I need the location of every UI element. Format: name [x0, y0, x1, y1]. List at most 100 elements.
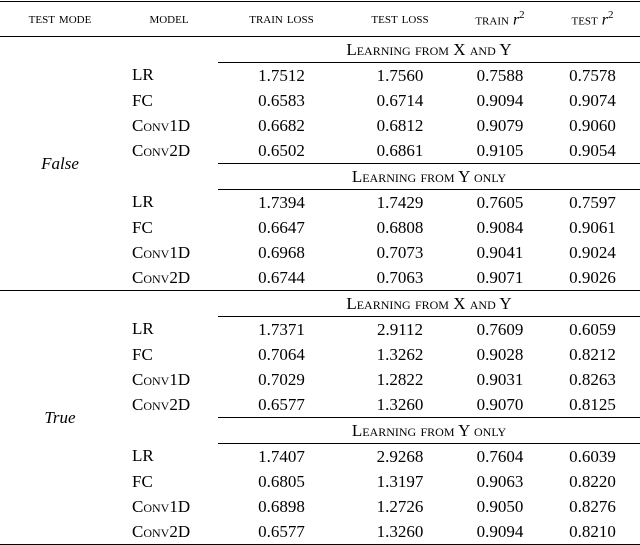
data-row: FC 0.7064 1.3262 0.9028 0.8212 — [0, 342, 640, 367]
data-row: Conv1D 0.7029 1.2822 0.9031 0.8263 — [0, 367, 640, 392]
metric-value: 0.6577 — [258, 521, 305, 541]
metric-value: 0.8212 — [569, 344, 616, 364]
model-name: Conv2D — [132, 267, 191, 287]
model-name: Conv1D — [132, 369, 191, 389]
metric-value: 0.6744 — [258, 267, 305, 287]
metric-value: 0.7029 — [258, 369, 305, 389]
metric-value: 0.9070 — [476, 394, 524, 414]
data-row: Conv2D 0.6577 1.3260 0.9070 0.8125 — [0, 392, 640, 418]
metric-value: 0.6039 — [569, 446, 616, 466]
metric-value: 0.9026 — [569, 267, 616, 287]
metric-value: 0.8210 — [569, 521, 616, 541]
metric-value: 0.9041 — [476, 242, 524, 262]
column-header: test r2 — [545, 2, 640, 37]
metric-value: 0.9060 — [569, 115, 616, 135]
metric-value: 0.7604 — [476, 446, 524, 466]
data-row: LR 1.7512 1.7560 0.7588 0.7578 — [0, 63, 640, 89]
model-name: LR — [132, 319, 154, 339]
metric-value: 0.9050 — [476, 496, 524, 516]
column-header: test mode — [28, 10, 92, 27]
metric-value: 0.9031 — [476, 369, 524, 389]
metric-value: 0.9061 — [569, 217, 616, 237]
metric-value: 0.9024 — [569, 242, 616, 262]
metric-value: 1.3260 — [376, 394, 424, 414]
header-symbol: r — [512, 11, 520, 29]
spacer — [120, 37, 218, 63]
block-title: Learning from Y only — [218, 163, 640, 190]
metric-value: 0.6059 — [569, 319, 616, 339]
spacer — [120, 418, 218, 444]
metric-value: 0.7063 — [376, 267, 424, 287]
metric-value: 1.7371 — [258, 319, 305, 339]
block-title-row: True Learning from X and Y — [0, 290, 640, 427]
data-row: Conv1D 0.6682 0.6812 0.9079 0.9060 — [0, 113, 640, 138]
header-row: test mode model train loss test loss train r… — [0, 1, 640, 37]
model-name: FC — [132, 90, 153, 110]
metric-value: 1.3197 — [376, 471, 424, 491]
block-title-row: Learning from Y only — [0, 417, 640, 444]
data-row: Conv1D 0.6968 0.7073 0.9041 0.9024 — [0, 240, 640, 265]
metric-value: 0.9094 — [476, 521, 524, 541]
metric-value: 0.8263 — [569, 369, 616, 389]
model-name: Conv2D — [132, 521, 191, 541]
header-symbol: r — [601, 11, 608, 29]
test-mode: True — [44, 407, 76, 427]
data-row: Conv2D 0.6744 0.7063 0.9071 0.9026 — [0, 265, 640, 291]
metric-value: 0.7609 — [476, 319, 524, 339]
metric-value: 1.2726 — [376, 496, 424, 516]
model-name: LR — [132, 446, 154, 466]
metric-value: 1.7429 — [376, 192, 424, 212]
metric-value: 0.7597 — [569, 192, 616, 212]
metric-value: 0.9054 — [569, 140, 616, 160]
metric-value: 1.2822 — [376, 369, 424, 389]
data-row: Conv2D 0.6577 1.3260 0.9094 0.8210 — [0, 519, 640, 545]
block-title-row: False Learning from X and Y — [0, 36, 640, 173]
column-header: train r2 — [455, 2, 545, 37]
metric-value: 0.9028 — [476, 344, 524, 364]
metric-value: 0.6808 — [376, 217, 424, 237]
column-header: train loss — [249, 10, 314, 27]
metric-value: 1.7407 — [258, 446, 305, 466]
metric-value: 0.9084 — [476, 217, 524, 237]
spacer — [120, 291, 218, 317]
metric-value: 0.6647 — [258, 217, 305, 237]
group: True Learning from X and Y LR 1.7371 2.9112 0… — [0, 290, 640, 545]
metric-value: 0.8220 — [569, 471, 616, 491]
model-name: Conv1D — [132, 242, 191, 262]
model-name: Conv2D — [132, 394, 191, 414]
data-row: Conv1D 0.6898 1.2726 0.9050 0.8276 — [0, 494, 640, 519]
model-name: FC — [132, 344, 153, 364]
metric-value: 1.7394 — [258, 192, 305, 212]
data-row: LR 1.7407 2.9268 0.7604 0.6039 — [0, 444, 640, 470]
metric-value: 0.7578 — [569, 65, 616, 85]
metric-value: 0.6968 — [258, 242, 305, 262]
table-header: test mode model train loss test loss train r… — [0, 1, 640, 37]
metric-value: 1.3262 — [376, 344, 424, 364]
metric-value: 0.7064 — [258, 344, 305, 364]
metric-value: 1.3260 — [376, 521, 424, 541]
group: False Learning from X and Y LR 1.7512 1.7560… — [0, 36, 640, 291]
model-name: Conv2D — [132, 140, 191, 160]
metric-value: 0.9063 — [476, 471, 524, 491]
metric-value: 0.6805 — [258, 471, 305, 491]
metric-value: 0.9105 — [476, 140, 524, 160]
header-exponent: 2 — [519, 8, 525, 21]
metric-value: 0.8276 — [569, 496, 616, 516]
data-row: FC 0.6805 1.3197 0.9063 0.8220 — [0, 469, 640, 494]
metric-value: 0.6714 — [376, 90, 424, 110]
metric-value: 0.6898 — [258, 496, 305, 516]
block-title: Learning from X and Y — [218, 290, 640, 317]
test-mode: False — [41, 153, 79, 173]
metric-value: 0.6583 — [258, 90, 305, 110]
data-row: LR 1.7371 2.9112 0.7609 0.6059 — [0, 317, 640, 343]
metric-value: 0.9074 — [569, 90, 616, 110]
metric-value: 0.6682 — [258, 115, 305, 135]
metric-value: 1.7560 — [376, 65, 424, 85]
metric-value: 0.7605 — [476, 192, 524, 212]
metric-value: 0.6812 — [376, 115, 424, 135]
model-name: Conv1D — [132, 496, 191, 516]
model-name: Conv1D — [132, 115, 191, 135]
model-name: FC — [132, 217, 153, 237]
metric-value: 0.6861 — [376, 140, 424, 160]
